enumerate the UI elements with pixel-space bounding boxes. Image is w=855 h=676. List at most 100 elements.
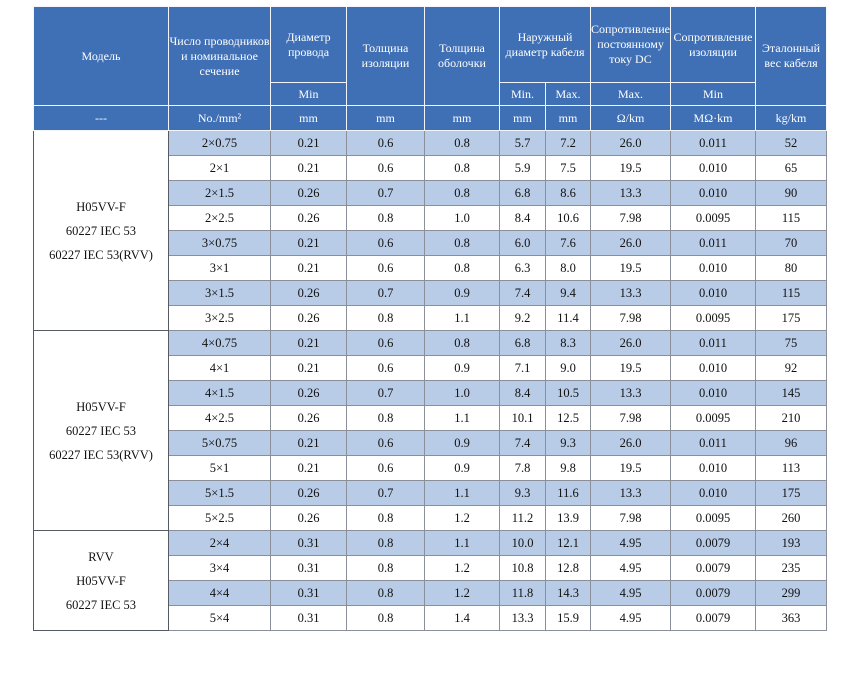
dc-resistance-cell: 26.0 [590, 330, 672, 356]
insulation-thickness-cell: 0.6 [346, 330, 425, 356]
outer-max-cell: 10.6 [544, 205, 592, 231]
weight-cell: 113 [755, 455, 828, 481]
sheath-thickness-cell: 1.2 [424, 580, 500, 606]
table-row: 4×1.5 0.26 0.7 1.0 8.4 10.5 13.3 0.010 145 [34, 380, 828, 406]
model-cell: H05VV-F 60227 IEC 53 60227 IEC 53(RVV) [33, 130, 169, 331]
wire-diameter-cell: 0.21 [270, 230, 347, 256]
cores-cell: 4×2.5 [168, 405, 271, 431]
outer-min-cell: 11.2 [499, 505, 546, 531]
insulation-thickness-cell: 0.7 [346, 180, 425, 206]
insulation-thickness-cell: 0.7 [346, 280, 425, 306]
insulation-thickness-cell: 0.7 [346, 380, 425, 406]
unit-outer-min: mm [499, 105, 546, 131]
outer-max-cell: 12.5 [544, 405, 592, 431]
unit-dc-resistance: Ω/km [590, 105, 672, 131]
insulation-resistance-cell: 0.011 [670, 430, 757, 456]
insulation-resistance-cell: 0.0079 [670, 530, 757, 556]
weight-cell: 260 [755, 505, 828, 531]
model-name: RVV [88, 549, 114, 564]
table-row: 2×2.5 0.26 0.8 1.0 8.4 10.6 7.98 0.0095 115 [34, 205, 828, 231]
cores-cell: 3×4 [168, 555, 271, 581]
subheader-outer-min: Min. [499, 82, 546, 106]
outer-max-cell: 14.3 [544, 580, 592, 606]
sheath-thickness-cell: 0.8 [424, 255, 500, 281]
outer-max-cell: 9.8 [544, 455, 592, 481]
unit-outer-max: mm [544, 105, 592, 131]
sheath-thickness-cell: 1.0 [424, 205, 500, 231]
outer-min-cell: 9.3 [499, 480, 546, 506]
wire-diameter-cell: 0.26 [270, 405, 347, 431]
model-name: H05VV-F [76, 199, 126, 214]
model-name: 60227 IEC 53 [65, 423, 137, 438]
insulation-resistance-cell: 0.0095 [670, 205, 757, 231]
subheader-wire-diameter: Min [270, 82, 347, 106]
dc-resistance-cell: 19.5 [590, 455, 672, 481]
insulation-resistance-cell: 0.010 [670, 155, 757, 181]
sheath-thickness-cell: 0.8 [424, 130, 500, 156]
unit-insulation-thickness: mm [346, 105, 425, 131]
dc-resistance-cell: 19.5 [590, 355, 672, 381]
outer-max-cell: 12.8 [544, 555, 592, 581]
subheader-outer-max: Max. [544, 82, 592, 106]
insulation-resistance-cell: 0.011 [670, 230, 757, 256]
dc-resistance-cell: 13.3 [590, 480, 672, 506]
outer-min-cell: 6.8 [499, 180, 546, 206]
insulation-thickness-cell: 0.8 [346, 555, 425, 581]
outer-min-cell: 9.2 [499, 305, 546, 331]
subheader-insulation-resistance: Min [670, 82, 757, 106]
table-row: 2×1 0.21 0.6 0.8 5.9 7.5 19.5 0.010 65 [34, 155, 828, 181]
table-row: 3×0.75 0.21 0.6 0.8 6.0 7.6 26.0 0.011 70 [34, 230, 828, 256]
insulation-resistance-cell: 0.0095 [670, 405, 757, 431]
table-row: 5×0.75 0.21 0.6 0.9 7.4 9.3 26.0 0.011 96 [34, 430, 828, 456]
insulation-resistance-cell: 0.0095 [670, 505, 757, 531]
outer-min-cell: 6.8 [499, 330, 546, 356]
outer-min-cell: 13.3 [499, 605, 546, 631]
weight-cell: 80 [755, 255, 828, 281]
outer-min-cell: 10.8 [499, 555, 546, 581]
sheath-thickness-cell: 0.9 [424, 355, 500, 381]
sheath-thickness-cell: 1.2 [424, 555, 500, 581]
insulation-thickness-cell: 0.6 [346, 230, 425, 256]
insulation-thickness-cell: 0.8 [346, 580, 425, 606]
cores-cell: 4×1 [168, 355, 271, 381]
wire-diameter-cell: 0.26 [270, 380, 347, 406]
insulation-thickness-cell: 0.8 [346, 205, 425, 231]
sheath-thickness-cell: 1.1 [424, 480, 500, 506]
table-row: 3×4 0.31 0.8 1.2 10.8 12.8 4.95 0.0079 235 [34, 555, 828, 581]
unit-wire-diameter: mm [270, 105, 347, 131]
model-name: 60227 IEC 53(RVV) [49, 247, 153, 262]
table-row: 5×1 0.21 0.6 0.9 7.8 9.8 19.5 0.010 113 [34, 455, 828, 481]
insulation-thickness-cell: 0.6 [346, 155, 425, 181]
dc-resistance-cell: 13.3 [590, 180, 672, 206]
header-model: Модель [33, 6, 169, 106]
dc-resistance-cell: 7.98 [590, 405, 672, 431]
outer-min-cell: 6.0 [499, 230, 546, 256]
insulation-resistance-cell: 0.010 [670, 255, 757, 281]
cores-cell: 3×2.5 [168, 305, 271, 331]
insulation-resistance-cell: 0.010 [670, 355, 757, 381]
cores-cell: 3×1 [168, 255, 271, 281]
weight-cell: 210 [755, 405, 828, 431]
insulation-thickness-cell: 0.7 [346, 480, 425, 506]
insulation-thickness-cell: 0.8 [346, 405, 425, 431]
weight-cell: 115 [755, 280, 828, 306]
weight-cell: 175 [755, 305, 828, 331]
table-row: 5×2.5 0.26 0.8 1.2 11.2 13.9 7.98 0.0095 260 [34, 505, 828, 531]
insulation-thickness-cell: 0.8 [346, 530, 425, 556]
cores-cell: 2×1.5 [168, 180, 271, 206]
header-weight: Эталонный вес кабеля [755, 6, 828, 106]
subheader-dc-resistance: Max. [590, 82, 672, 106]
table-row: 5×1.5 0.26 0.7 1.1 9.3 11.6 13.3 0.010 175 [34, 480, 828, 506]
cores-cell: 3×0.75 [168, 230, 271, 256]
cores-cell: 4×4 [168, 580, 271, 606]
model-name: 60227 IEC 53 [65, 597, 137, 612]
weight-cell: 235 [755, 555, 828, 581]
outer-max-cell: 11.6 [544, 480, 592, 506]
cores-cell: 5×2.5 [168, 505, 271, 531]
outer-min-cell: 7.4 [499, 430, 546, 456]
wire-diameter-cell: 0.21 [270, 130, 347, 156]
table-body: H05VV-F 60227 IEC 53 60227 IEC 53(RVV) 2×0.… [33, 130, 828, 631]
dc-resistance-cell: 4.95 [590, 605, 672, 631]
cores-cell: 4×1.5 [168, 380, 271, 406]
outer-max-cell: 13.9 [544, 505, 592, 531]
